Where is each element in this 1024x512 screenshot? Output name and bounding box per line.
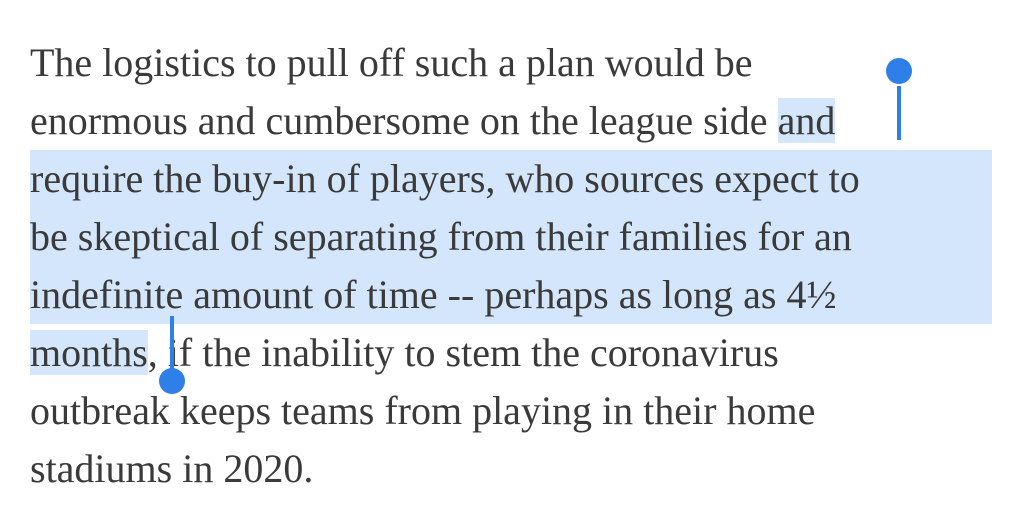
text-span: enormous and cumbersome on the league si… [30, 98, 778, 143]
text-line: be skeptical of separating from their fa… [30, 208, 992, 266]
text-line: stadiums in 2020. [30, 440, 313, 498]
selected-text[interactable]: and [777, 98, 836, 143]
text-span: outbreak keeps teams from playing in the… [30, 388, 816, 433]
text-line: indefinite amount of time -- perhaps as … [30, 266, 992, 324]
text-span: stadiums in 2020. [30, 446, 314, 491]
selection-start-caret[interactable] [897, 86, 901, 140]
text-line: months, if the inability to stem the cor… [30, 324, 779, 382]
text-line: outbreak keeps teams from playing in the… [30, 382, 815, 440]
selected-text[interactable]: months [30, 330, 148, 375]
text-line: require the buy-in of players, who sourc… [30, 150, 992, 208]
text-span: , if the inability to stem the coronavir… [147, 330, 779, 375]
selected-text[interactable]: be skeptical of separating from their fa… [30, 208, 992, 266]
article-paragraph: The logistics to pull off such a plan wo… [30, 0, 1020, 512]
selected-text[interactable]: indefinite amount of time -- perhaps as … [30, 266, 992, 324]
selection-end-handle[interactable] [159, 368, 185, 394]
text-line: enormous and cumbersome on the league si… [30, 92, 836, 150]
text-line: The logistics to pull off such a plan wo… [30, 34, 752, 92]
text-span: The logistics to pull off such a plan wo… [30, 40, 753, 85]
selection-start-handle[interactable] [886, 58, 912, 84]
selection-end-caret[interactable] [170, 316, 174, 374]
selected-text[interactable]: require the buy-in of players, who sourc… [30, 150, 992, 208]
